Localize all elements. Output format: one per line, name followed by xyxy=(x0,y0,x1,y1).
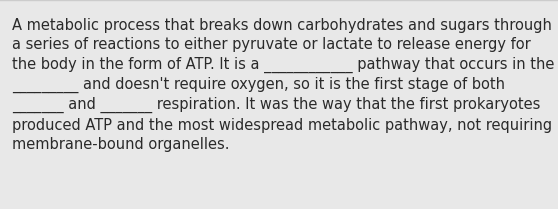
Text: A metabolic process that breaks down carbohydrates and sugars through a series o: A metabolic process that breaks down car… xyxy=(12,18,555,152)
